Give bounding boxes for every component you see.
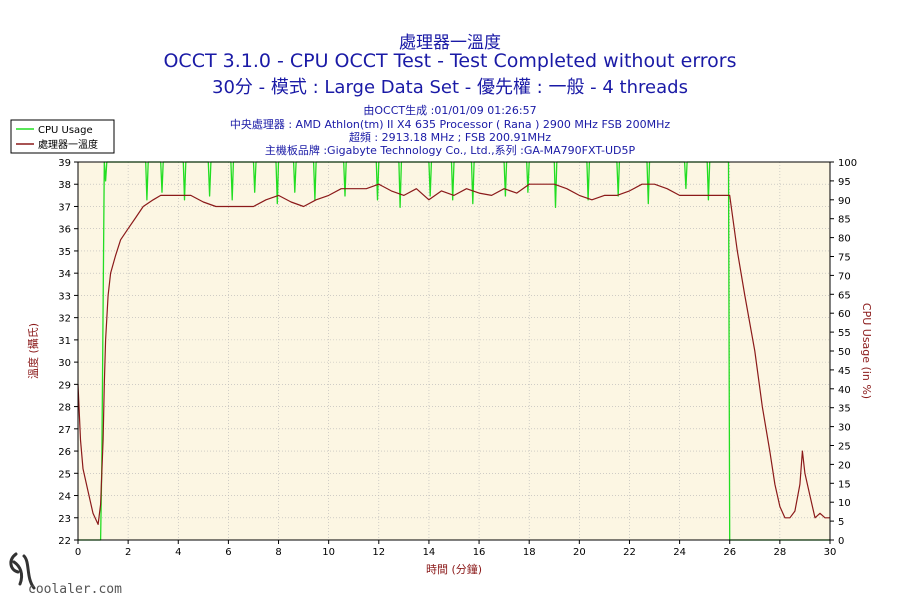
y2-tick-label: 45 (838, 366, 851, 377)
x-tick-label: 10 (322, 547, 335, 558)
overclock-info: 超頻 : 2913.18 MHz ; FSB 200.91MHz (348, 131, 552, 144)
x-axis-label: 時間 (分鐘) (426, 562, 482, 576)
y2-axis-label: CPU Usage (in %) (860, 303, 873, 399)
y2-tick-label: 70 (838, 271, 851, 282)
x-tick-label: 30 (824, 547, 837, 558)
y-tick-label: 22 (58, 536, 71, 547)
y2-tick-label: 50 (838, 347, 851, 358)
y-tick-label: 29 (58, 380, 71, 391)
y-tick-label: 31 (58, 336, 71, 347)
y2-tick-label: 25 (838, 442, 851, 453)
y2-tick-label: 65 (838, 290, 851, 301)
watermark-brush-stroke (9, 552, 36, 590)
legend: CPU Usage 處理器一溫度 (10, 119, 115, 154)
y-axis-label: 溫度 (攝氏) (26, 323, 40, 379)
test-summary-line: OCCT 3.1.0 - CPU OCCT Test - Test Comple… (163, 50, 737, 72)
y2-tick-label: 35 (838, 404, 851, 415)
y2-tick-label: 100 (838, 158, 857, 169)
y-tick-label: 36 (58, 225, 71, 236)
y2-tick-label: 20 (838, 460, 851, 471)
y2-tick-label: 95 (838, 177, 851, 188)
chart-title: 處理器一溫度 (399, 33, 501, 53)
y-tick-label: 25 (58, 469, 71, 480)
y-tick-label: 27 (58, 425, 71, 436)
y2-tick-label: 90 (838, 196, 851, 207)
y-tick-label: 23 (58, 514, 71, 525)
y2-tick-label: 10 (838, 498, 851, 509)
y2-tick-label: 80 (838, 234, 851, 245)
y-tick-label: 39 (58, 158, 71, 169)
y2-tick-label: 0 (838, 536, 844, 547)
legend-label-temperature: 處理器一溫度 (38, 138, 98, 151)
y2-tick-label: 30 (838, 423, 851, 434)
plot-area (78, 162, 830, 540)
x-tick-label: 16 (473, 547, 486, 558)
y-tick-label: 26 (58, 447, 71, 458)
x-tick-label: 8 (275, 547, 281, 558)
x-tick-label: 26 (723, 547, 736, 558)
watermark-logo (9, 552, 36, 590)
x-tick-label: 20 (573, 547, 586, 558)
y2-tick-label: 15 (838, 479, 851, 490)
x-tick-label: 2 (125, 547, 131, 558)
y2-tick-label: 60 (838, 309, 851, 320)
legend-box (10, 119, 115, 154)
y2-tick-label: 85 (838, 215, 851, 226)
y2-tick-label: 5 (838, 517, 844, 528)
x-tick-label: 6 (225, 547, 231, 558)
x-tick-label: 14 (423, 547, 436, 558)
y2-tick-label: 40 (838, 385, 851, 396)
y-tick-label: 38 (58, 180, 71, 191)
y-tick-label: 34 (58, 269, 71, 280)
y-tick-label: 33 (58, 291, 71, 302)
x-tick-label: 22 (623, 547, 636, 558)
x-tick-label: 4 (175, 547, 181, 558)
x-tick-label: 28 (773, 547, 786, 558)
motherboard-info: 主機板品牌 :Gigabyte Technology Co., Ltd.,系列 … (264, 144, 636, 157)
test-mode-line: 30分 - 模式 : Large Data Set - 優先權 : 一般 - 4… (212, 77, 688, 98)
generated-info: 由OCCT生成 :01/01/09 01:26:57 (363, 104, 537, 117)
y-tick-label: 24 (58, 492, 71, 503)
y-tick-label: 30 (58, 358, 71, 369)
y2-tick-label: 75 (838, 253, 851, 264)
cpu-info: 中央處理器 : AMD Athlon(tm) II X4 635 Process… (229, 118, 671, 131)
axis-ticks: 2223242526272829303132333435363738390510… (58, 158, 857, 558)
y-tick-label: 37 (58, 202, 71, 213)
y-tick-label: 32 (58, 314, 71, 325)
y-tick-label: 35 (58, 247, 71, 258)
watermark-text: coolaler.com (28, 582, 122, 597)
x-tick-label: 0 (75, 547, 81, 558)
series-line-temperature (77, 183, 830, 526)
x-tick-label: 18 (523, 547, 536, 558)
x-tick-label: 12 (372, 547, 385, 558)
x-tick-label: 24 (673, 547, 686, 558)
legend-label-cpu-usage: CPU Usage (38, 125, 93, 136)
y2-tick-label: 55 (838, 328, 851, 339)
y-tick-label: 28 (58, 403, 71, 414)
